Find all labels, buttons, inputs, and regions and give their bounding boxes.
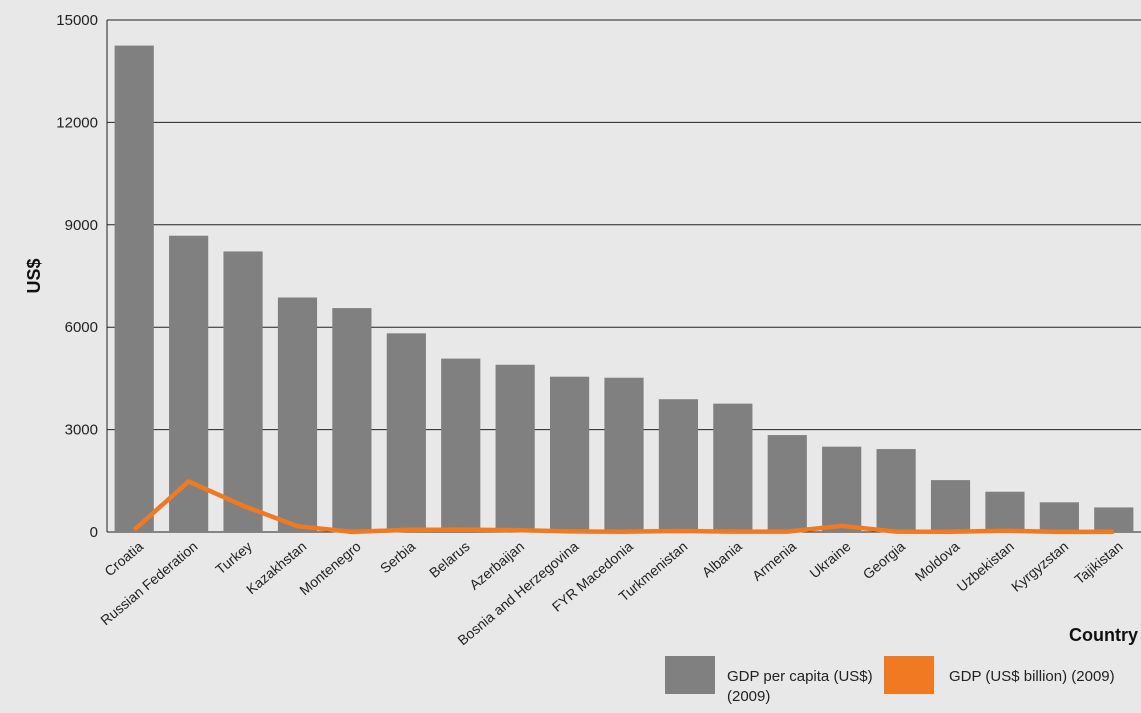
bar-turkmenistan [658,399,699,532]
y-tick-label: 6000 [65,319,98,336]
y-tick-label: 9000 [65,217,98,234]
legend-swatch-bar [665,656,715,694]
legend-swatch-line [884,656,934,694]
bar-moldova [930,480,971,532]
x-tick-label: Turkey [212,538,255,577]
bar-bosnia-and-herzegovina [549,376,590,532]
y-tick-label: 15000 [56,12,98,29]
x-tick-label: Armenia [749,538,799,584]
y-tick-label: 12000 [56,114,98,131]
bar-albania [713,403,753,532]
legend-label-bar: GDP per capita (US$) (2009) [727,668,873,705]
x-tick-label: Uzbekistan [954,538,1017,595]
x-tick-label: Moldova [912,538,963,584]
bar-kazakhstan [277,297,318,532]
bar-uzbekistan [985,491,1025,532]
bar-fyr-macedonia [604,377,644,532]
x-tick-label: Kyrgyzstan [1008,538,1071,595]
x-tick-label: Croatia [101,538,146,579]
bar-azerbaijan [495,364,535,532]
bar-tajikistan [1094,507,1134,532]
bar-series [114,45,1134,533]
line-series [132,479,1114,535]
x-tick-label: Georgia [860,538,909,582]
x-tick-label: Belarus [426,538,473,581]
y-axis-ticks: 0 3000 6000 9000 12000 15000 [56,12,98,541]
bar-belarus [441,358,481,532]
legend: GDP per capita (US$) (2009) GDP (US$ bil… [665,655,1141,713]
bar-serbia [386,333,426,532]
bar-kyrgyzstan [1039,502,1079,532]
x-tick-label: Tajikistan [1071,538,1125,587]
x-axis-title: Country [1069,625,1138,645]
legend-label-line: GDP (US$ billion) (2009) [949,668,1115,685]
y-tick-label: 3000 [65,422,98,439]
bar-armenia [767,435,807,532]
bar-montenegro [332,308,372,532]
bar-georgia [876,449,916,532]
y-axis-title: US$ [24,258,44,293]
y-tick-label: 0 [90,524,98,541]
bar-ukraine [822,446,862,532]
x-tick-label: Serbia [377,538,418,576]
x-tick-label: Albania [699,538,745,580]
bar-turkey [223,251,263,532]
x-tick-label: Russian Federation [97,538,200,628]
x-tick-label: Ukraine [806,538,853,581]
bar-croatia [114,45,154,532]
